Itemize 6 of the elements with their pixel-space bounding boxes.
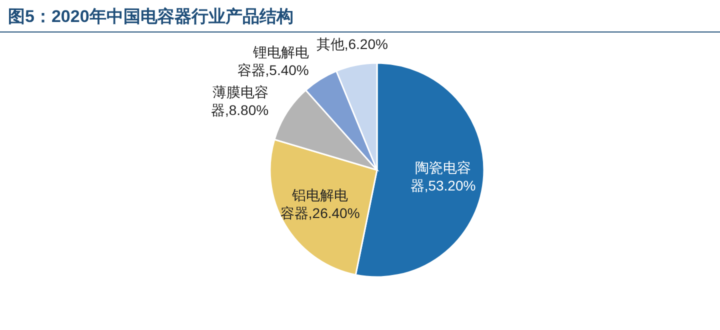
slice-label: 陶瓷电容器,53.20% bbox=[410, 160, 476, 194]
slice-label: 薄膜电容器,8.80% bbox=[210, 84, 269, 118]
slice-label: 锂电解电容器,5.40% bbox=[237, 44, 309, 78]
chart-title: 图5：2020年中国电容器行业产品结构 bbox=[8, 7, 294, 26]
slice-label: 铝电解电容器,26.40% bbox=[280, 187, 360, 222]
slice-label: 其他,6.20% bbox=[316, 36, 388, 52]
